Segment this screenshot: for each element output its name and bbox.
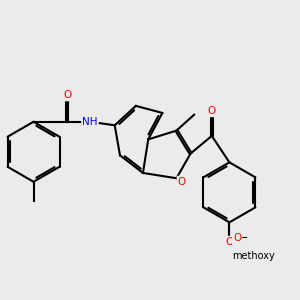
Text: O: O: [225, 237, 233, 247]
Text: O: O: [233, 233, 241, 243]
Text: O: O: [63, 90, 71, 100]
Text: NH: NH: [82, 117, 98, 127]
Text: O: O: [208, 106, 216, 116]
Text: O: O: [178, 177, 186, 187]
Text: methoxy: methoxy: [232, 251, 275, 261]
